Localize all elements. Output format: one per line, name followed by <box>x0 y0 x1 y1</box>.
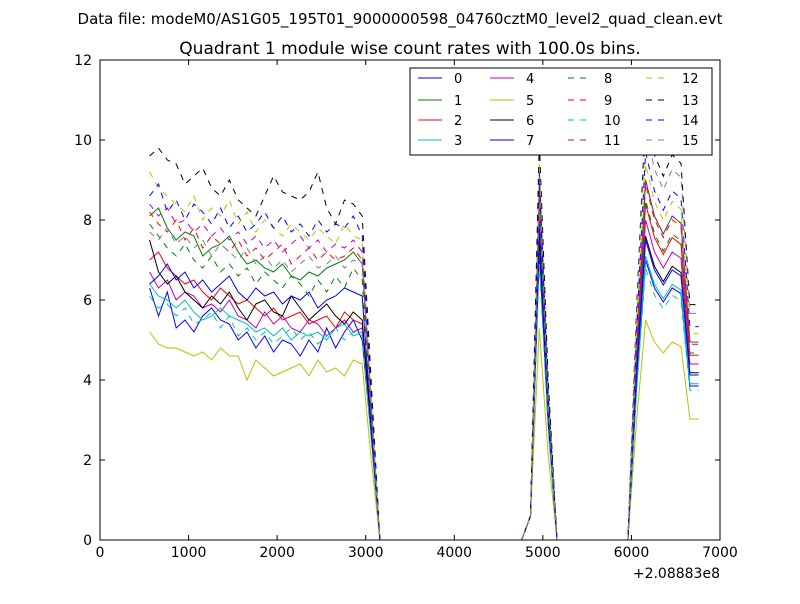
legend-label-6: 6 <box>526 114 534 129</box>
legend-label-1: 1 <box>454 94 462 109</box>
x-tick-label-6000: 6000 <box>614 545 650 561</box>
legend-label-14: 14 <box>682 114 699 129</box>
legend-label-7: 7 <box>526 134 534 149</box>
y-tick-label-8: 8 <box>83 213 92 229</box>
legend-label-11: 11 <box>604 134 621 149</box>
series-line-0 <box>149 251 699 541</box>
x-tick-label-3000: 3000 <box>348 545 384 561</box>
series-line-3 <box>149 239 699 541</box>
x-tick-label-5000: 5000 <box>525 545 561 561</box>
series-line-5 <box>149 319 699 541</box>
series-line-7 <box>149 223 699 541</box>
y-tick-label-2: 2 <box>83 453 92 469</box>
plot-area: 0 1000 2000 3000 4000 5000 6000 700002468101201… <box>74 53 738 561</box>
series-line-9 <box>149 183 699 541</box>
legend-label-0: 0 <box>454 72 462 87</box>
chart-suptitle: Data file: modeM0/AS1G05_195T01_90000005… <box>78 10 723 29</box>
y-tick-label-10: 10 <box>74 133 92 149</box>
series-line-14 <box>149 151 699 541</box>
x-tick-label-7000: 7000 <box>702 545 738 561</box>
legend-label-12: 12 <box>682 72 699 87</box>
legend-label-3: 3 <box>454 134 462 149</box>
legend-label-2: 2 <box>454 114 462 129</box>
legend-label-5: 5 <box>526 94 534 109</box>
chart-title: Quadrant 1 module wise count rates with … <box>179 39 640 59</box>
y-tick-label-4: 4 <box>83 373 92 389</box>
legend-label-9: 9 <box>604 94 612 109</box>
series-line-11 <box>149 179 699 541</box>
x-tick-label-2000: 2000 <box>259 545 295 561</box>
series-line-1 <box>149 179 699 541</box>
legend-label-8: 8 <box>604 72 612 87</box>
series-line-15 <box>149 127 699 541</box>
legend-label-15: 15 <box>682 134 699 149</box>
series-line-13 <box>149 111 699 541</box>
x-offset-label: +2.08883e8 <box>633 566 720 582</box>
x-tick-label-0: 0 <box>96 545 105 561</box>
y-tick-label-12: 12 <box>74 53 92 69</box>
legend-label-13: 13 <box>682 94 699 109</box>
x-tick-label-4000: 4000 <box>436 545 472 561</box>
y-tick-label-0: 0 <box>83 533 92 549</box>
series-line-8 <box>149 199 699 541</box>
series-line-12 <box>149 163 699 541</box>
x-tick-label-1000: 1000 <box>171 545 207 561</box>
legend-label-10: 10 <box>604 114 621 129</box>
legend-label-4: 4 <box>526 72 534 87</box>
y-tick-label-6: 6 <box>83 293 92 309</box>
